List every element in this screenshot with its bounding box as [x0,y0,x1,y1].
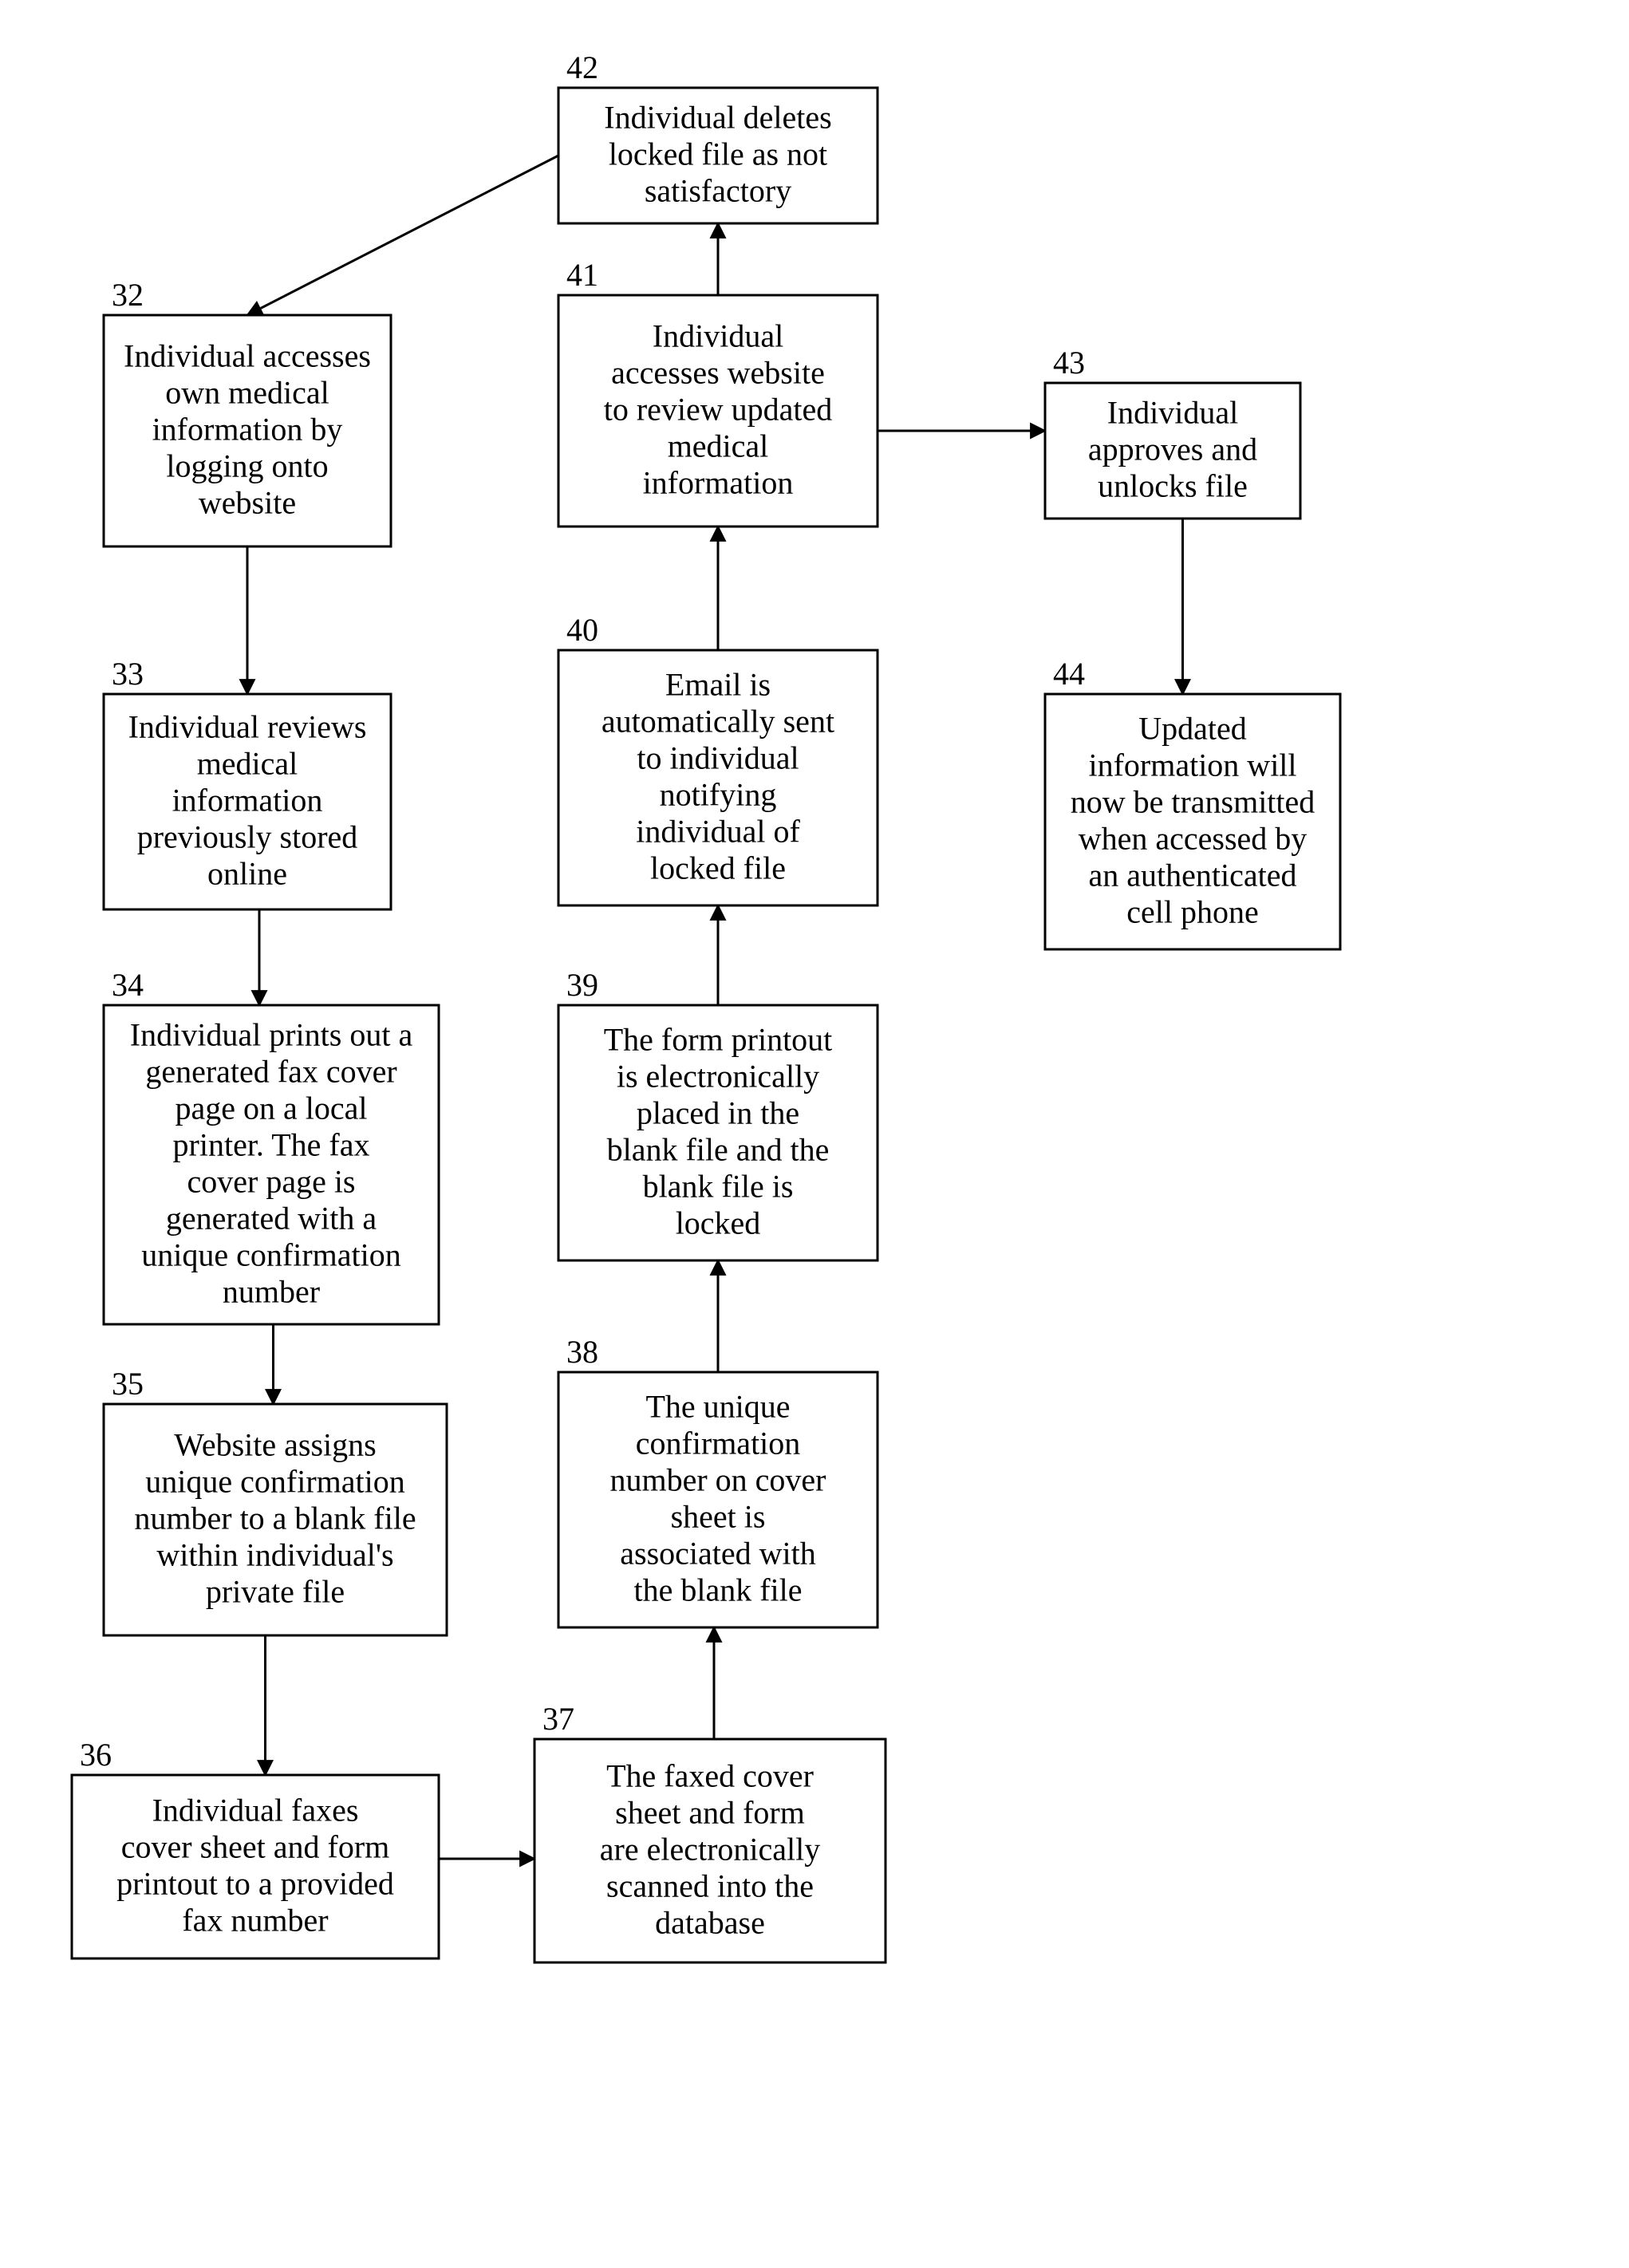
node-n34-line-0: Individual prints out a [130,1017,413,1053]
node-n44-line-2: now be transmitted [1071,784,1315,820]
node-n39-number: 39 [566,967,598,1003]
node-n37-line-1: sheet and form [615,1795,805,1831]
node-n32-line-2: information by [152,412,343,448]
node-n42-line-1: locked file as not [609,136,827,172]
node-n32-line-4: website [199,485,296,521]
node-n38: 38 The uniqueconfirmationnumber on covers… [558,1334,878,1627]
node-n38-line-1: confirmation [636,1426,801,1461]
node-n35: 35 Website assignsunique confirmationnumb… [104,1366,447,1635]
node-n40-number: 40 [566,612,598,648]
node-n34-line-4: cover page is [187,1164,355,1200]
node-n33-line-3: previously stored [137,819,358,855]
edge-n42-n32 [247,156,558,315]
node-n40-line-4: individual of [636,814,800,850]
node-n40-line-5: locked file [650,850,786,886]
node-n32-line-3: logging onto [166,448,328,484]
node-n35-line-1: unique confirmation [145,1464,404,1500]
node-n38-number: 38 [566,1334,598,1370]
node-n32-number: 32 [112,277,144,313]
node-n41-line-4: information [643,465,794,501]
node-n39-line-3: blank file and the [607,1132,830,1168]
node-n43-line-0: Individual [1107,395,1238,431]
node-n41-number: 41 [566,257,598,293]
node-n44: 44 Updatedinformation willnow be transmit… [1045,656,1340,949]
node-n37: 37 The faxed coversheet and formare elect… [534,1701,885,1962]
node-n42-line-0: Individual deletes [604,100,831,136]
node-n43-number: 43 [1053,345,1085,381]
node-n39-line-0: The form printout [604,1022,833,1058]
node-n34-line-3: printer. The fax [173,1127,370,1163]
node-n37-line-2: are electronically [600,1832,820,1868]
node-n44-line-1: information will [1088,747,1296,783]
node-n42: 42Individual deleteslocked file as notsa… [558,49,878,223]
node-n42-number: 42 [566,49,598,85]
node-n34: 34 Individual prints out agenerated fax c… [104,967,439,1324]
node-n36-line-0: Individual faxes [152,1793,359,1828]
node-n38-line-4: associated with [620,1536,816,1572]
node-n36: 36 Individual faxescover sheet and formpr… [72,1737,439,1958]
node-n36-number: 36 [80,1737,112,1773]
node-n33-line-4: online [207,856,287,892]
node-n43-line-2: unlocks file [1098,468,1248,504]
node-n39-line-5: locked [676,1205,761,1241]
node-n39: 39The form printoutis electronicallyplac… [558,967,878,1260]
node-n44-line-4: an authenticated [1089,858,1297,893]
node-n41: 41 Individualaccesses websiteto review up… [558,257,878,527]
node-n32: 32 Individual accessesown medicalinformat… [104,277,391,546]
node-n44-line-3: when accessed by [1079,821,1308,857]
node-n40-line-0: Email is [665,667,771,703]
node-n33: 33 Individual reviewsmedicalinformationpr… [104,656,391,909]
node-n36-line-3: fax number [182,1903,328,1939]
node-n35-line-0: Website assigns [174,1427,376,1463]
node-n40: 40 Email isautomatically sentto individua… [558,612,878,905]
node-n34-line-1: generated fax cover [145,1054,396,1090]
node-n32-line-1: own medical [165,375,329,411]
node-n33-line-2: information [172,783,323,818]
node-n39-line-4: blank file is [643,1169,794,1205]
node-n38-line-0: The unique [645,1389,790,1425]
node-n37-line-0: The faxed cover [606,1758,814,1794]
node-n34-line-6: unique confirmation [141,1237,400,1273]
node-n41-line-1: accesses website [611,355,825,391]
node-n38-line-5: the blank file [633,1572,802,1608]
node-n44-line-0: Updated [1138,711,1247,747]
node-n36-line-1: cover sheet and form [121,1829,390,1865]
node-n39-line-1: is electronically [617,1059,819,1095]
node-n35-line-2: number to a blank file [134,1501,416,1536]
node-n41-line-3: medical [668,428,769,464]
node-n34-line-7: number [223,1274,320,1310]
node-n37-number: 37 [542,1701,574,1737]
node-n33-number: 33 [112,656,144,692]
node-n40-line-3: notifying [660,777,777,813]
node-n34-line-5: generated with a [166,1201,377,1237]
node-n37-line-4: database [655,1905,765,1941]
node-n34-line-2: page on a local [176,1091,368,1126]
node-n40-line-1: automatically sent [602,704,834,740]
node-n36-line-2: printout to a provided [116,1866,394,1902]
node-n41-line-2: to review updated [604,392,833,428]
node-n35-number: 35 [112,1366,144,1402]
node-n34-number: 34 [112,967,144,1003]
node-n33-line-0: Individual reviews [128,709,367,745]
node-n35-line-4: private file [206,1574,345,1610]
node-n38-line-3: sheet is [671,1499,766,1535]
node-n43-line-1: approves and [1088,432,1257,467]
node-n37-line-3: scanned into the [606,1868,814,1904]
node-n41-line-0: Individual [653,318,783,354]
node-n44-line-5: cell phone [1126,894,1259,930]
node-n38-line-2: number on cover [609,1462,826,1498]
node-n44-number: 44 [1053,656,1085,692]
node-n40-line-2: to individual [637,740,799,776]
node-n33-line-1: medical [197,746,298,782]
node-n42-line-2: satisfactory [645,173,791,209]
node-n32-line-0: Individual accesses [124,338,371,374]
node-n43: 43 Individualapproves andunlocks file [1045,345,1300,519]
node-n35-line-3: within individual's [156,1537,393,1573]
node-n39-line-2: placed in the [637,1095,799,1131]
